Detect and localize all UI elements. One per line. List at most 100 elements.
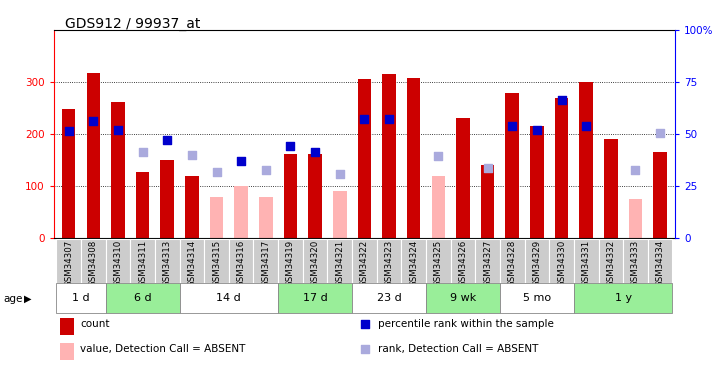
- Bar: [599, 239, 623, 283]
- Bar: [210, 196, 223, 238]
- Bar: [648, 239, 673, 283]
- Bar: [106, 239, 130, 283]
- Text: GSM34331: GSM34331: [582, 240, 591, 288]
- Text: 1 d: 1 d: [72, 293, 90, 303]
- Bar: [229, 239, 253, 283]
- Point: [358, 117, 370, 123]
- Bar: [426, 283, 500, 313]
- Bar: [574, 283, 673, 313]
- Bar: [451, 239, 475, 283]
- Text: ▶: ▶: [24, 294, 31, 304]
- Bar: [62, 109, 75, 238]
- Text: 17 d: 17 d: [303, 293, 327, 303]
- Bar: [500, 239, 525, 283]
- Bar: [629, 199, 643, 238]
- Point: [309, 149, 321, 155]
- Bar: [86, 73, 100, 238]
- Point: [236, 158, 247, 164]
- Bar: [481, 165, 495, 238]
- Bar: [377, 239, 401, 283]
- Bar: [623, 239, 648, 283]
- Bar: [253, 239, 278, 283]
- Bar: [475, 239, 500, 283]
- Bar: [284, 154, 297, 238]
- Text: GSM34324: GSM34324: [409, 240, 418, 288]
- Bar: [60, 344, 74, 360]
- Bar: [401, 239, 426, 283]
- Text: GSM34307: GSM34307: [64, 240, 73, 288]
- Text: GSM34329: GSM34329: [533, 240, 541, 287]
- Bar: [303, 239, 327, 283]
- Text: GSM34316: GSM34316: [237, 240, 246, 288]
- Point: [506, 123, 518, 129]
- Bar: [278, 283, 352, 313]
- Text: GSM34317: GSM34317: [261, 240, 270, 288]
- Bar: [352, 239, 377, 283]
- Text: 23 d: 23 d: [377, 293, 401, 303]
- Point: [630, 168, 641, 174]
- Bar: [106, 283, 180, 313]
- Bar: [327, 239, 352, 283]
- Bar: [604, 139, 617, 238]
- Text: GSM34310: GSM34310: [113, 240, 123, 288]
- Bar: [505, 93, 519, 238]
- Bar: [160, 160, 174, 238]
- Point: [580, 123, 592, 129]
- Text: GSM34327: GSM34327: [483, 240, 492, 288]
- Text: GSM34333: GSM34333: [631, 240, 640, 288]
- Bar: [382, 74, 396, 238]
- Bar: [234, 186, 248, 238]
- Point: [88, 118, 99, 124]
- Point: [137, 149, 149, 155]
- Bar: [525, 239, 549, 283]
- Bar: [574, 239, 599, 283]
- Point: [482, 165, 493, 171]
- Bar: [500, 283, 574, 313]
- Text: GSM34330: GSM34330: [557, 240, 566, 288]
- Bar: [56, 283, 106, 313]
- Bar: [426, 239, 451, 283]
- Bar: [278, 239, 303, 283]
- Bar: [111, 102, 125, 238]
- Bar: [308, 154, 322, 238]
- Bar: [81, 239, 106, 283]
- Text: count: count: [80, 319, 109, 329]
- Point: [531, 128, 543, 134]
- Point: [654, 129, 666, 135]
- Bar: [56, 239, 81, 283]
- Text: 1 y: 1 y: [615, 293, 632, 303]
- Text: GSM34328: GSM34328: [508, 240, 517, 288]
- Text: GSM34322: GSM34322: [360, 240, 369, 288]
- Text: GSM34308: GSM34308: [89, 240, 98, 288]
- Text: GSM34323: GSM34323: [385, 240, 393, 288]
- Bar: [653, 152, 667, 238]
- Text: GSM34326: GSM34326: [459, 240, 467, 288]
- Bar: [185, 176, 199, 238]
- Text: 14 d: 14 d: [216, 293, 241, 303]
- Bar: [407, 78, 421, 238]
- Point: [383, 117, 395, 123]
- Bar: [432, 176, 445, 238]
- Point: [260, 168, 271, 174]
- Text: GSM34332: GSM34332: [606, 240, 615, 288]
- Text: 5 mo: 5 mo: [523, 293, 551, 303]
- Text: GSM34321: GSM34321: [335, 240, 344, 288]
- Text: GSM34325: GSM34325: [434, 240, 443, 288]
- Point: [334, 171, 345, 177]
- Bar: [180, 283, 278, 313]
- Point: [186, 152, 197, 158]
- Bar: [204, 239, 229, 283]
- Text: percentile rank within the sample: percentile rank within the sample: [378, 319, 554, 329]
- Point: [162, 137, 173, 143]
- Text: value, Detection Call = ABSENT: value, Detection Call = ABSENT: [80, 345, 246, 354]
- Bar: [155, 239, 180, 283]
- Text: rank, Detection Call = ABSENT: rank, Detection Call = ABSENT: [378, 345, 538, 354]
- Text: GSM34313: GSM34313: [163, 240, 172, 288]
- Text: GSM34319: GSM34319: [286, 240, 295, 287]
- Text: GDS912 / 99937_at: GDS912 / 99937_at: [65, 17, 200, 31]
- Text: GSM34320: GSM34320: [311, 240, 320, 288]
- Point: [211, 168, 223, 174]
- Text: 9 wk: 9 wk: [450, 293, 476, 303]
- Text: GSM34311: GSM34311: [138, 240, 147, 288]
- Bar: [530, 126, 544, 238]
